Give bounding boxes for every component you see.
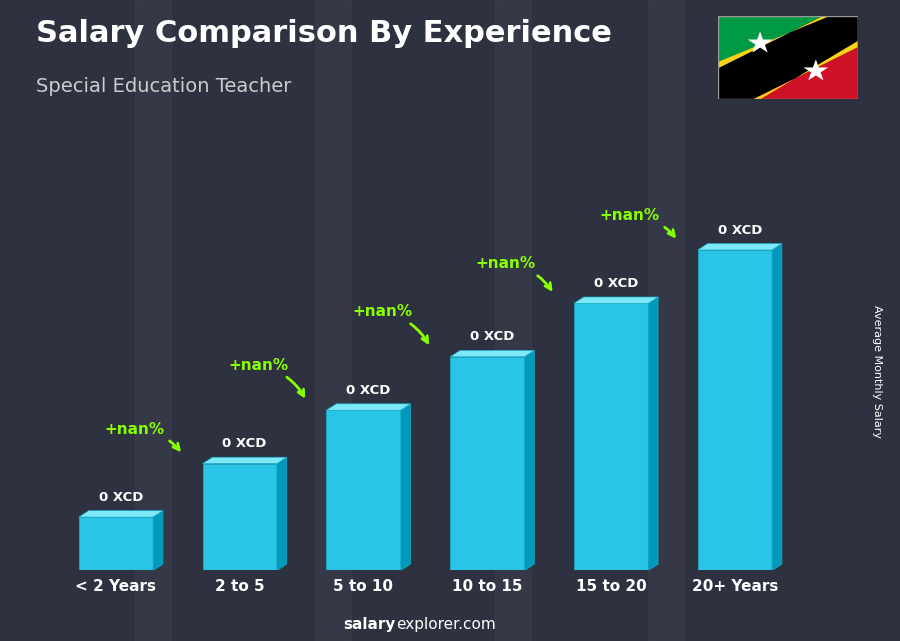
Bar <box>135 0 171 641</box>
Text: Special Education Teacher: Special Education Teacher <box>36 77 292 96</box>
Polygon shape <box>772 244 782 570</box>
Polygon shape <box>698 244 782 250</box>
Bar <box>648 0 684 641</box>
Polygon shape <box>79 517 153 570</box>
Text: explorer.com: explorer.com <box>396 617 496 633</box>
Polygon shape <box>574 297 658 303</box>
Polygon shape <box>277 457 287 570</box>
Text: salary: salary <box>344 617 396 633</box>
Text: 0 XCD: 0 XCD <box>346 384 391 397</box>
Polygon shape <box>648 297 658 570</box>
Text: Salary Comparison By Experience: Salary Comparison By Experience <box>36 19 612 48</box>
Polygon shape <box>718 16 858 99</box>
Polygon shape <box>718 16 830 68</box>
Text: +nan%: +nan% <box>352 304 428 342</box>
Polygon shape <box>153 511 163 570</box>
Polygon shape <box>574 303 648 570</box>
Polygon shape <box>718 16 858 99</box>
Polygon shape <box>202 463 277 570</box>
Text: 0 XCD: 0 XCD <box>594 277 638 290</box>
Polygon shape <box>718 16 858 99</box>
Polygon shape <box>202 457 287 463</box>
Text: 0 XCD: 0 XCD <box>222 437 266 450</box>
Polygon shape <box>79 511 163 517</box>
Text: 0 XCD: 0 XCD <box>470 331 515 344</box>
Text: +nan%: +nan% <box>104 422 179 450</box>
Text: 0 XCD: 0 XCD <box>99 491 143 504</box>
Polygon shape <box>450 351 535 357</box>
Polygon shape <box>327 404 410 410</box>
Polygon shape <box>698 250 772 570</box>
Polygon shape <box>753 41 858 99</box>
Text: Average Monthly Salary: Average Monthly Salary <box>872 305 883 438</box>
Bar <box>315 0 351 641</box>
Polygon shape <box>400 404 410 570</box>
Polygon shape <box>450 357 525 570</box>
Text: 0 XCD: 0 XCD <box>717 224 762 237</box>
Polygon shape <box>804 60 828 81</box>
Polygon shape <box>748 31 772 53</box>
Text: +nan%: +nan% <box>229 358 303 396</box>
Bar <box>495 0 531 641</box>
Text: +nan%: +nan% <box>599 208 674 237</box>
Polygon shape <box>525 351 535 570</box>
Polygon shape <box>327 410 400 570</box>
Text: +nan%: +nan% <box>476 256 551 289</box>
